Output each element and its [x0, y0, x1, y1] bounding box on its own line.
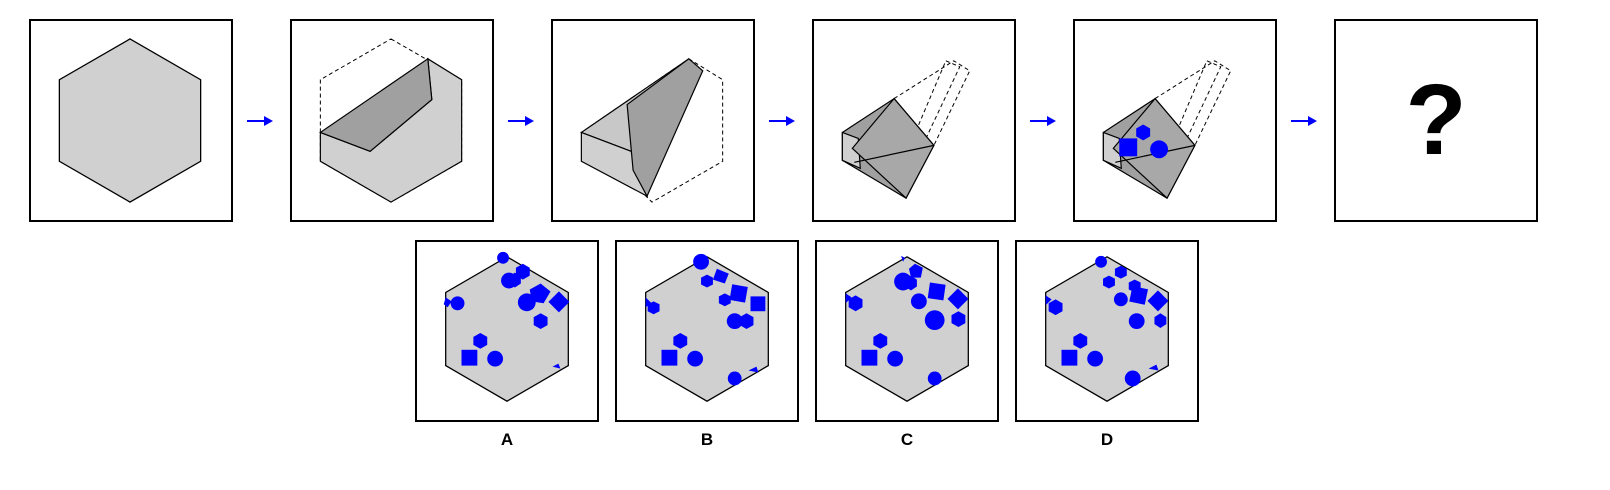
step-5-panel: [1073, 19, 1277, 222]
square-hole: [1119, 138, 1138, 157]
option-d-figure: [1045, 255, 1169, 402]
third-fold-figure: [841, 60, 971, 200]
step-3-panel: [551, 19, 755, 222]
option-a-panel[interactable]: [415, 240, 599, 422]
option-b-panel[interactable]: [615, 240, 799, 422]
second-fold-figure: [580, 58, 724, 203]
question-panel: ?: [1334, 19, 1538, 222]
option-b-label[interactable]: B: [700, 430, 714, 449]
arrow-icon: [1291, 116, 1317, 126]
option-b-figure: [645, 253, 769, 402]
question-mark: ?: [1405, 64, 1467, 176]
option-a-label[interactable]: A: [500, 430, 514, 449]
punched-folded-figure: [1102, 60, 1232, 200]
arrow-icon: [247, 116, 273, 126]
first-fold-figure: [319, 38, 463, 203]
circle-hole: [1150, 140, 1169, 159]
step-1-panel: [29, 19, 233, 222]
arrow-icon: [769, 116, 795, 126]
arrow-icon: [1030, 116, 1056, 126]
arrow-icon: [508, 116, 534, 126]
option-c-figure: [845, 255, 969, 402]
option-c-panel[interactable]: [815, 240, 999, 422]
option-c-label[interactable]: C: [900, 430, 914, 449]
step-2-panel: [290, 19, 494, 222]
step-4-panel: [812, 19, 1016, 222]
hexagon-hole: [1136, 124, 1151, 141]
option-d-label[interactable]: D: [1100, 430, 1114, 449]
flat-hexagon-figure: [58, 38, 202, 203]
option-a-figure: [443, 251, 570, 402]
option-d-panel[interactable]: [1015, 240, 1199, 422]
